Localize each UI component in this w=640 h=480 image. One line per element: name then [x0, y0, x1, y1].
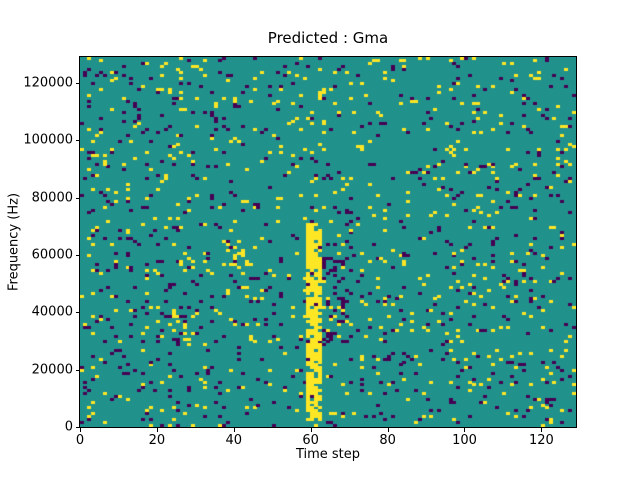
chart-title: Predicted : Gma: [267, 29, 389, 47]
heatmap-canvas: [79, 56, 577, 428]
x-tick-mark: [233, 428, 235, 432]
x-tick-label: 120: [528, 433, 554, 448]
y-tick-label: 20000: [31, 362, 73, 378]
y-tick-label: 80000: [31, 190, 73, 206]
x-tick-mark: [387, 428, 389, 432]
y-tick-label: 60000: [31, 247, 73, 263]
y-tick-mark: [76, 82, 80, 84]
y-tick-label: 40000: [31, 304, 73, 320]
y-tick-mark: [76, 369, 80, 371]
y-tick-mark: [76, 197, 80, 199]
y-tick-label: 100000: [23, 132, 73, 148]
y-tick-mark: [76, 254, 80, 256]
x-tick-label: 40: [225, 433, 243, 448]
x-tick-label: 100: [452, 433, 477, 448]
x-axis-label: Time step: [295, 447, 361, 462]
x-tick-label: 60: [302, 433, 319, 448]
x-tick-mark: [310, 428, 312, 432]
x-tick-label: 80: [379, 433, 396, 448]
y-tick-mark: [76, 427, 80, 428]
y-tick-label: 120000: [23, 75, 73, 91]
y-axis-label: Frequency (Hz): [6, 192, 22, 292]
x-tick-label: 20: [148, 433, 166, 448]
x-tick-mark: [541, 428, 543, 432]
x-tick-mark: [464, 428, 466, 432]
y-tick-mark: [76, 140, 80, 142]
y-tick-mark: [76, 312, 80, 314]
x-tick-mark: [156, 428, 158, 432]
y-tick-label: 0: [64, 419, 73, 435]
x-tick-mark: [80, 428, 81, 432]
x-tick-label: 0: [75, 433, 85, 448]
